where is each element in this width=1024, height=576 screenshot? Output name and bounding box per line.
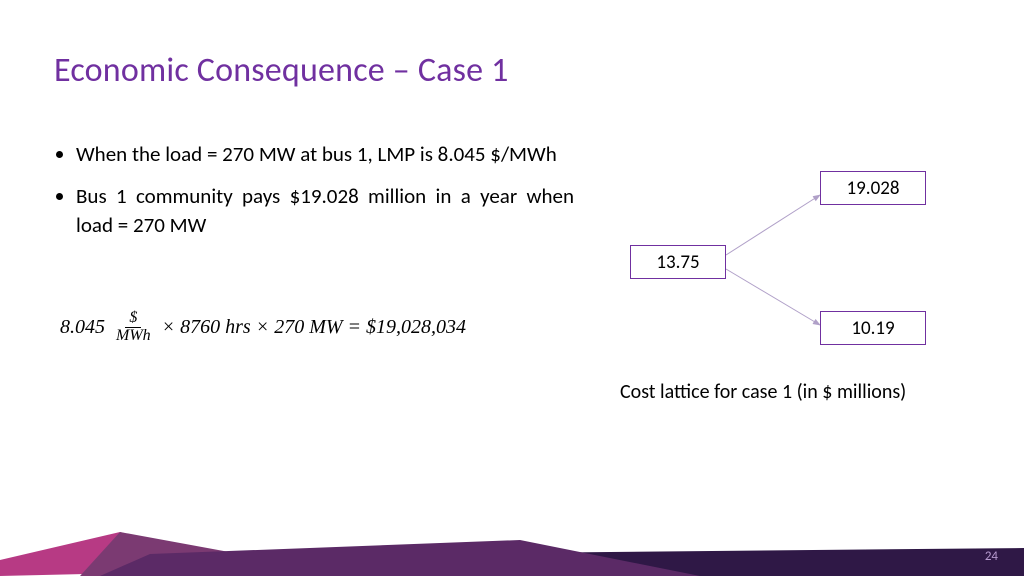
lattice-edge: [726, 195, 820, 255]
footer-decor: [0, 526, 1024, 576]
page-number: 24: [985, 549, 998, 564]
formula-terms: × 8760 hrs × 270 MW = $19,028,034: [162, 316, 466, 339]
formula-coef: 8.045: [60, 316, 105, 339]
lattice-node-up: 19.028: [820, 171, 926, 205]
lattice-edge: [726, 269, 820, 325]
bullet-list: When the load = 270 MW at bus 1, LMP is …: [54, 140, 574, 253]
cost-lattice-diagram: 13.75 19.028 10.19: [610, 155, 990, 375]
fraction-numerator: $: [125, 310, 141, 328]
fraction-denominator: MWh: [114, 328, 153, 345]
calculation-formula: 8.045 $ MWh × 8760 hrs × 270 MW = $19,02…: [60, 310, 466, 345]
lattice-node-down: 10.19: [820, 311, 926, 345]
bullet-item: Bus 1 community pays $19.028 million in …: [76, 182, 574, 239]
formula-fraction: $ MWh: [114, 310, 153, 345]
slide: Economic Consequence – Case 1 When the l…: [0, 0, 1024, 576]
bullet-item: When the load = 270 MW at bus 1, LMP is …: [76, 140, 574, 168]
slide-title: Economic Consequence – Case 1: [54, 50, 509, 91]
lattice-caption: Cost lattice for case 1 (in $ millions): [620, 380, 906, 404]
lattice-node-root: 13.75: [630, 245, 726, 279]
